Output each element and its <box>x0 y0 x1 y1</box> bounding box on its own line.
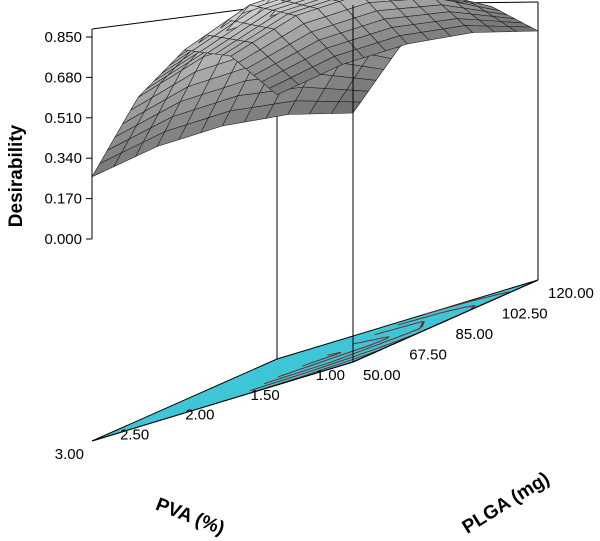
z-axis-title: Desirability <box>6 124 27 227</box>
plot-box-front <box>91 5 539 442</box>
y-tick-label: 1.00 <box>316 367 345 384</box>
x-tick-label: 120.00 <box>548 285 594 302</box>
contour-plane <box>91 279 539 442</box>
x-tick-label: 67.50 <box>409 347 447 364</box>
z-tick-label: 0.510 <box>44 110 82 127</box>
z-tick-label: 0.340 <box>44 150 82 167</box>
contour-line <box>277 336 390 378</box>
y-axis-title: PVA (%) <box>153 494 228 539</box>
axis-ticks: 0.000 0.170 0.340 0.510 0.680 0.850 3.00 2.50 2.… <box>44 29 593 463</box>
contour-line <box>263 321 425 385</box>
box-edge <box>91 361 354 442</box>
z-tick-label: 0.680 <box>44 69 82 86</box>
contour-floor <box>91 279 539 442</box>
y-tick-label: 3.00 <box>55 446 84 463</box>
y-tick-label: 1.50 <box>251 387 280 404</box>
contour-line <box>302 352 342 367</box>
x-tick-label: 102.50 <box>502 306 548 323</box>
surface-facet <box>507 26 540 32</box>
x-axis-title: PLGA (mg) <box>459 468 554 538</box>
x-tick-label: 50.00 <box>363 367 401 384</box>
z-tick-label: 0.000 <box>44 231 82 248</box>
response-surface <box>91 0 540 178</box>
y-tick-label: 2.50 <box>120 426 149 443</box>
z-tick-label: 0.850 <box>44 29 82 46</box>
x-tick-label: 85.00 <box>456 326 494 343</box>
y-tick-label: 2.00 <box>185 407 214 424</box>
box-edge <box>352 279 539 363</box>
z-tick-label: 0.170 <box>44 191 82 208</box>
